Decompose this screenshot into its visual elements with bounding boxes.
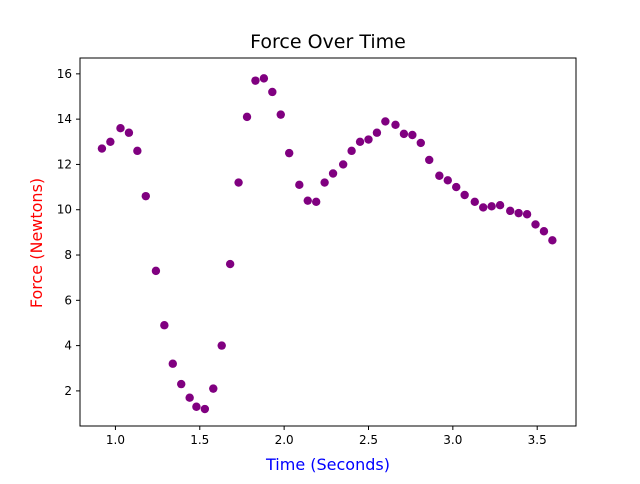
data-point [141, 191, 150, 201]
plot-area: 1.0 1.5 2.0 2.5 3.0 3.5 2 4 6 8 10 12 14 16 [57, 57, 577, 447]
data-point [531, 220, 540, 229]
y-tick-label: 10 [57, 203, 72, 217]
y-tick-label: 4 [64, 339, 72, 353]
data-point [372, 128, 382, 137]
y-tick-label: 16 [57, 67, 72, 81]
plot-frame [79, 57, 577, 427]
x-tick-label: 3.5 [528, 433, 547, 447]
data-point [328, 169, 338, 178]
data-point [338, 160, 348, 169]
data-point [242, 112, 252, 122]
data-point [347, 146, 356, 156]
data-point [217, 341, 226, 350]
data-point [268, 87, 277, 97]
data-point [487, 202, 496, 211]
data-point [320, 178, 329, 187]
data-point [251, 76, 260, 85]
data-point [539, 227, 549, 236]
data-point [364, 135, 373, 144]
data-point [209, 384, 218, 393]
data-point [284, 148, 294, 158]
data-point [470, 197, 479, 207]
data-point [200, 404, 210, 414]
y-tick-label: 12 [57, 157, 72, 171]
data-point [225, 259, 235, 269]
data-point [479, 203, 488, 212]
x-axis-label: Time (Seconds) [265, 455, 390, 474]
data-point [160, 321, 169, 330]
data-point [168, 359, 177, 368]
y-tick-label: 14 [57, 112, 72, 126]
data-point [514, 208, 523, 218]
data-point [416, 138, 425, 148]
data-point [234, 178, 243, 187]
data-point [259, 74, 269, 83]
x-tick-label: 1.0 [106, 433, 125, 447]
data-point [276, 110, 285, 119]
data-point [192, 402, 201, 411]
data-point [452, 182, 461, 192]
y-tick-label: 8 [64, 248, 72, 262]
data-point [106, 137, 115, 146]
data-point [522, 210, 532, 219]
data-point [399, 129, 409, 139]
data-point [506, 206, 515, 216]
chart-title: Force Over Time [250, 31, 406, 53]
data-point [97, 144, 107, 153]
data-point [151, 266, 161, 276]
data-point [425, 155, 434, 165]
data-point [303, 196, 312, 205]
data-point [443, 176, 452, 185]
data-point [177, 379, 186, 389]
x-tick-label: 3.0 [443, 433, 462, 447]
data-point [295, 180, 304, 190]
data-point [460, 190, 469, 200]
data-point [133, 146, 142, 156]
data-point [408, 130, 417, 140]
data-point [381, 117, 390, 126]
data-point [548, 236, 557, 245]
y-tick-label: 2 [64, 384, 72, 398]
y-tick-label: 6 [64, 293, 72, 307]
data-point [435, 171, 444, 180]
data-point [355, 137, 365, 146]
x-tick-label: 2.0 [275, 433, 294, 447]
y-axis-label: Force (Newtons) [27, 178, 46, 308]
data-point [311, 197, 321, 207]
data-point [391, 120, 400, 130]
data-point [495, 201, 505, 210]
x-tick-label: 1.5 [190, 433, 209, 447]
data-point [116, 124, 125, 133]
data-point [185, 393, 194, 402]
data-point [124, 128, 134, 137]
x-tick-label: 2.5 [359, 433, 378, 447]
